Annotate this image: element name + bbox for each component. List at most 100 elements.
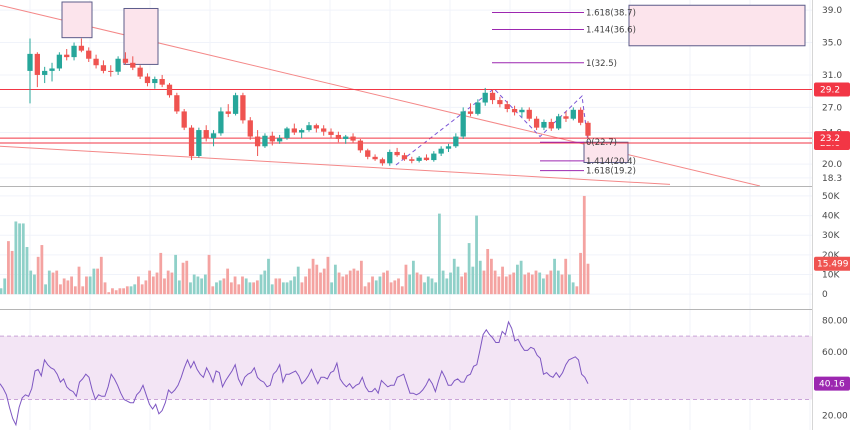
volume-bar [363, 286, 367, 295]
volume-bar [445, 278, 449, 295]
volume-bar [33, 274, 36, 295]
volume-bar [174, 254, 178, 295]
volume-bar [512, 272, 516, 295]
volume-bar [111, 288, 114, 295]
volume-bar [345, 274, 348, 295]
candle-body [196, 130, 202, 157]
price-level-label: 29.2 [820, 86, 840, 96]
volume-bar [423, 282, 426, 295]
volume-bar [59, 284, 62, 295]
candle-body [115, 58, 121, 72]
volume-bar [73, 286, 77, 295]
volume-bar [133, 284, 137, 295]
candle-body [137, 67, 143, 77]
candle-body [210, 133, 217, 139]
volume-bar [359, 260, 363, 295]
candle-body [445, 146, 452, 149]
price-tick-label: 39.0 [822, 6, 842, 16]
volume-bar [170, 272, 174, 295]
volume-bar [7, 241, 10, 295]
candle-body [533, 118, 540, 128]
volume-bar [114, 290, 118, 295]
candle-body [122, 58, 129, 63]
volume-bar [586, 263, 590, 295]
volume-bar [530, 274, 534, 295]
candle-body [372, 156, 378, 160]
volume-bar [289, 280, 293, 295]
candle-body [475, 102, 481, 114]
volume-bar [437, 213, 441, 295]
volume-bar [70, 276, 73, 295]
volume-bar [504, 276, 508, 295]
volume-bar [10, 250, 14, 295]
volume-bar [3, 278, 7, 295]
volume-bar [300, 282, 304, 295]
fib-level-label: 1.414(36.6) [586, 26, 636, 36]
fib-level-label: 1.618(19.2) [586, 167, 636, 177]
volume-series [0, 195, 590, 295]
volume-bar [21, 223, 25, 295]
volume-bar [452, 258, 456, 295]
candle-body [232, 95, 239, 114]
volume-bar [389, 282, 393, 295]
volume-axis[interactable]: 50K 40K 30K 20K 10K 0 15.499 [814, 192, 850, 300]
rsi-tick-label: 60.00 [822, 348, 848, 358]
candle-body [570, 109, 576, 119]
candle-body [100, 65, 107, 71]
candle-body [299, 130, 305, 133]
volume-bar [200, 278, 204, 295]
volume-bar [501, 266, 504, 295]
volume-bar [18, 223, 21, 295]
drawing-layer [0, 1, 812, 187]
volume-bar [62, 278, 66, 295]
volume-bar [456, 266, 460, 295]
candle-body [489, 92, 496, 101]
volume-bar [307, 268, 311, 295]
volume-bar [475, 215, 478, 295]
volume-panel[interactable]: 50K 40K 30K 20K 10K 0 15.499 [0, 192, 850, 300]
fib-level-label: 1.618(38.7) [586, 9, 636, 19]
volume-bar [233, 276, 237, 295]
volume-bar [516, 264, 519, 295]
volume-bar [571, 282, 575, 295]
volume-bar [397, 278, 400, 295]
volume-bar [29, 270, 33, 295]
volume-bar [125, 286, 129, 295]
candle-body [460, 111, 466, 137]
volume-bar [460, 276, 464, 295]
volume-bar [371, 276, 374, 295]
candle-body [467, 111, 474, 114]
volume-tick-label: 0 [822, 290, 828, 300]
volume-bar [341, 276, 345, 295]
volume-bar [367, 282, 371, 295]
fib-extension: 1.618(38.7) 1.414(36.6) 1(32.5) 0(22.7) 1.41… [492, 9, 636, 177]
volume-bar [207, 254, 211, 295]
candle-body [49, 68, 55, 71]
price-axis[interactable]: 39.035.031.027.024.020.018.329.222.623.2 [814, 6, 850, 184]
candle-body [504, 104, 510, 109]
candle-body [555, 116, 562, 129]
volume-bar [545, 274, 549, 295]
candle-body [64, 54, 70, 58]
volume-bar [534, 270, 538, 295]
volume-bar [382, 272, 386, 295]
candle-body [335, 134, 342, 139]
volume-bar [508, 274, 512, 295]
candle-body [284, 128, 290, 139]
candle-body [181, 111, 187, 128]
candle-body [93, 58, 99, 66]
volume-bar [322, 268, 326, 295]
volume-bar [66, 280, 70, 295]
volume-bar [415, 272, 419, 295]
candle-body [541, 121, 547, 128]
candle-body [34, 53, 40, 75]
volume-bar [211, 286, 215, 295]
candle-body [42, 70, 48, 75]
volume-bar [463, 272, 467, 295]
volume-bar [330, 282, 334, 295]
rsi-line [0, 320, 589, 427]
price-panel[interactable]: 1.618(38.7) 1.414(36.6) 1(32.5) 0(22.7) 1.41… [0, 1, 850, 187]
